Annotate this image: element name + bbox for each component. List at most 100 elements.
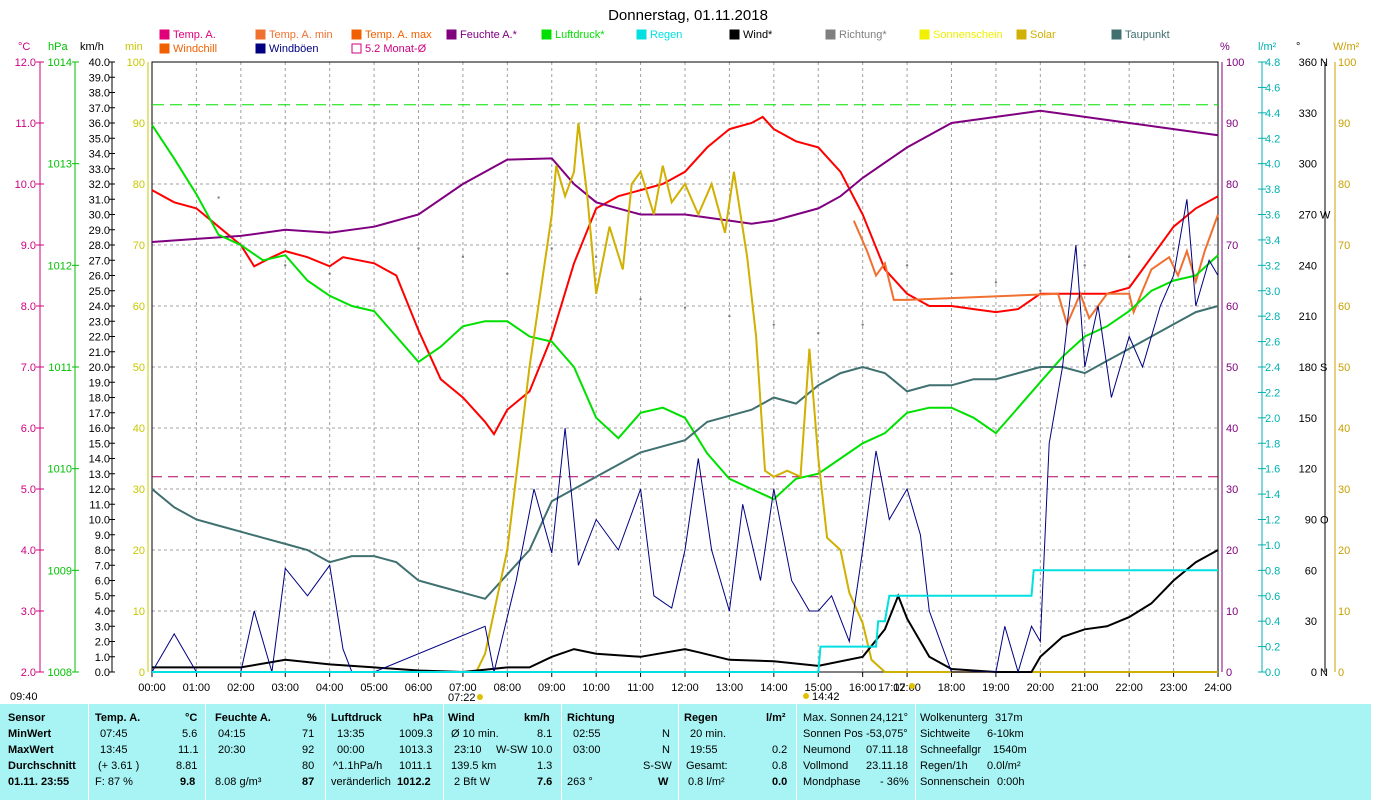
minutes-tick-label: 50 (133, 362, 145, 374)
direction-point (1039, 289, 1042, 292)
stats-max-regen-time: 19:55 (690, 744, 718, 756)
time-tick-label: 11:00 (627, 682, 654, 694)
speed-tick-label: 34.0 (89, 149, 110, 161)
rain-tick-label: 0.8 (1265, 565, 1280, 577)
solar-noon-icon (803, 693, 809, 699)
stats-cur-bft: 2 Bft W (454, 776, 491, 788)
stats-max-temp-time: 13:45 (100, 744, 128, 756)
stats-avg-druck: 1011.1 (399, 760, 432, 772)
temp-tick-label: 8.0 (21, 301, 36, 313)
speed-tick-label: 37.0 (89, 103, 110, 115)
stats-regen-head: Regen (684, 712, 718, 724)
stats-min-richt-time: 02:55 (573, 728, 601, 740)
speed-tick-label: 13.0 (89, 469, 110, 481)
visibility-label: Sichtweite (920, 728, 971, 740)
speed-tick-label: 24.0 (89, 301, 110, 313)
minutes-tick-label: 0 (139, 667, 145, 679)
stats-temp-head: Temp. A. (95, 712, 141, 724)
rain-tick-label: 0.2 (1265, 642, 1280, 654)
stats-temp-unit: °C (185, 712, 198, 724)
pressure-tick-label: 1008 (48, 667, 72, 679)
time-tick-label: 04:00 (316, 682, 344, 694)
rain-tick-label: 1.2 (1265, 515, 1280, 527)
time-tick-label: 14:00 (760, 682, 788, 694)
stats-min-druck-time: 13:35 (337, 728, 365, 740)
legend-swatch (159, 43, 170, 54)
direction-compass-label: N (1320, 57, 1328, 69)
time-tick-label: 15:00 (804, 682, 832, 694)
stats-max-feuchte: 92 (302, 744, 315, 756)
humidity-tick-label: 70 (1226, 240, 1238, 252)
sunrise-time-label: 07:22 (448, 692, 476, 704)
rain-tick-label: 0.6 (1265, 591, 1280, 603)
solar-tick-label: 70 (1338, 240, 1350, 252)
stats-cur-abs-feuchte: 8.08 g/m³ (215, 776, 262, 788)
minutes-tick-label: 80 (133, 179, 145, 191)
stats-max-druck: 1013.3 (399, 744, 433, 756)
direction-point (639, 298, 642, 301)
legend-swatch (159, 29, 170, 40)
minutes-unit: min (125, 41, 143, 53)
direction-point (1172, 247, 1175, 250)
stats-avg-regen-label: Gesamt: (686, 760, 728, 772)
direction-tick-label: 60 (1305, 565, 1317, 577)
minutes-tick-label: 20 (133, 545, 145, 557)
legend-label: Windböen (269, 43, 319, 55)
stats-min-richt: N (662, 728, 670, 740)
rain-unit: l/m² (1258, 41, 1277, 53)
stats-feuchte-head: Feuchte A. (215, 712, 271, 724)
stats-cur-richt: W (658, 776, 669, 788)
stats-max-feuchte-time: 20:30 (218, 744, 246, 756)
stats-min-druck: 1009.3 (399, 728, 433, 740)
time-markers: 09:40 07:22 14:42 17:02 (10, 682, 915, 704)
speed-tick-label: 16.0 (89, 423, 110, 435)
stats-avg-wind-distance: 139.5 km (451, 760, 497, 772)
stats-sensor-head: Sensor (8, 712, 46, 724)
series-line (151, 305, 1219, 600)
rain-rate-value: 0.0l/m² (987, 760, 1021, 772)
legend-swatch (636, 29, 647, 40)
pressure-tick-label: 1009 (48, 565, 72, 577)
direction-tick-label: 180 (1299, 362, 1317, 374)
direction-point (461, 255, 465, 259)
moon-phase-value: - 36% (880, 776, 909, 788)
pressure-tick-label: 1013 (48, 159, 72, 171)
temp-tick-label: 10.0 (15, 179, 36, 191)
solar-tick-label: 40 (1338, 423, 1350, 435)
sunrise-icon (477, 694, 483, 700)
solar-tick-label: 10 (1338, 606, 1350, 618)
stats-avg-wind: 1.3 (537, 760, 553, 772)
legend-label: Temp. A. min (269, 29, 333, 41)
direction-point (417, 247, 420, 250)
time-tick-label: 03:00 (271, 682, 299, 694)
stats-min-regen-label: 20 min. (690, 728, 727, 740)
rain-tick-label: 3.0 (1265, 286, 1280, 298)
legend-label: Taupunkt (1125, 29, 1170, 41)
speed-tick-label: 7.0 (95, 560, 110, 572)
time-tick-label: 12:00 (671, 682, 699, 694)
speed-tick-label: 9.0 (95, 530, 110, 542)
solar-tick-label: 50 (1338, 362, 1350, 374)
speed-tick-label: 12.0 (89, 484, 110, 496)
speed-tick-label: 35.0 (89, 133, 110, 145)
stats-min-label: MinWert (8, 728, 52, 740)
time-tick-label: 02:00 (227, 682, 255, 694)
solar-tick-label: 80 (1338, 179, 1350, 191)
stats-panel: Sensor Temp. A. °C Feuchte A. % Luftdruc… (0, 704, 1371, 800)
solar-unit: W/m² (1333, 41, 1360, 53)
temp-tick-label: 9.0 (21, 240, 36, 252)
humidity-tick-label: 50 (1226, 362, 1238, 374)
visibility-value: 6-10km (987, 728, 1024, 740)
stats-avg-druck-trend: ^1.1hPa/h (333, 760, 383, 772)
rain-tick-label: 2.4 (1265, 362, 1280, 374)
legend-swatch (729, 29, 740, 40)
direction-tick-label: 120 (1299, 464, 1317, 476)
cloud-base-label: Wolkenunterg (920, 712, 988, 724)
temp-tick-label: 11.0 (15, 118, 36, 130)
speed-tick-label: 3.0 (95, 621, 110, 633)
direction-tick-label: 300 (1299, 159, 1317, 171)
rain-tick-label: 3.6 (1265, 210, 1280, 222)
humidity-tick-label: 20 (1226, 545, 1238, 557)
direction-point (994, 281, 998, 284)
stats-cur-richt-deg: 263 ° (567, 776, 593, 788)
